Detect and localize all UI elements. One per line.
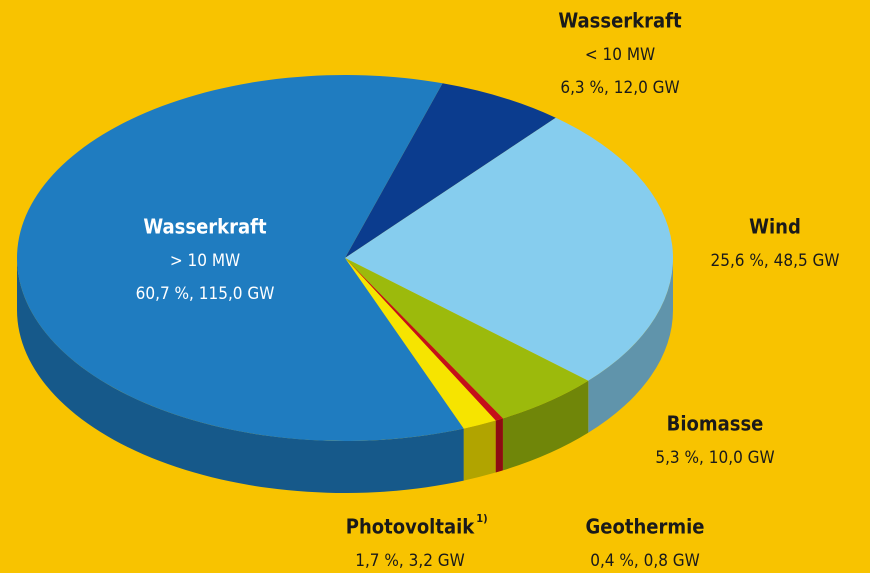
slice-side	[495, 418, 503, 473]
slice-label: Wasserkraft	[143, 215, 267, 239]
slice	[345, 258, 496, 429]
slice-sublabel: > 10 MW	[170, 251, 240, 271]
slice-side	[463, 420, 496, 481]
slice-side	[17, 258, 464, 494]
slice-label: Wind	[749, 215, 801, 239]
slice-label: Biomasse	[667, 412, 764, 436]
value-label: 60,7 %, 115,0 GW	[136, 284, 275, 304]
value-label: 1,7 %, 3,2 GW	[355, 551, 465, 571]
slice-sublabel: < 10 MW	[585, 45, 655, 65]
slice-side	[502, 380, 589, 471]
value-label: 6,3 %, 12,0 GW	[560, 78, 679, 98]
slice-label: Photovoltaik	[346, 515, 475, 539]
slice-label: Wasserkraft	[558, 9, 682, 33]
slice	[345, 117, 674, 381]
slice-side	[588, 258, 673, 433]
slice	[16, 74, 464, 441]
slice	[345, 258, 503, 421]
footnote-mark: 1)	[476, 512, 487, 525]
value-label: 25,6 %, 48,5 GW	[710, 251, 839, 271]
value-label: 5,3 %, 10,0 GW	[655, 448, 774, 468]
value-label: 0,4 %, 0,8 GW	[590, 551, 700, 571]
slice-label: Geothermie	[586, 515, 705, 539]
slice	[345, 258, 589, 419]
slice	[345, 83, 556, 258]
